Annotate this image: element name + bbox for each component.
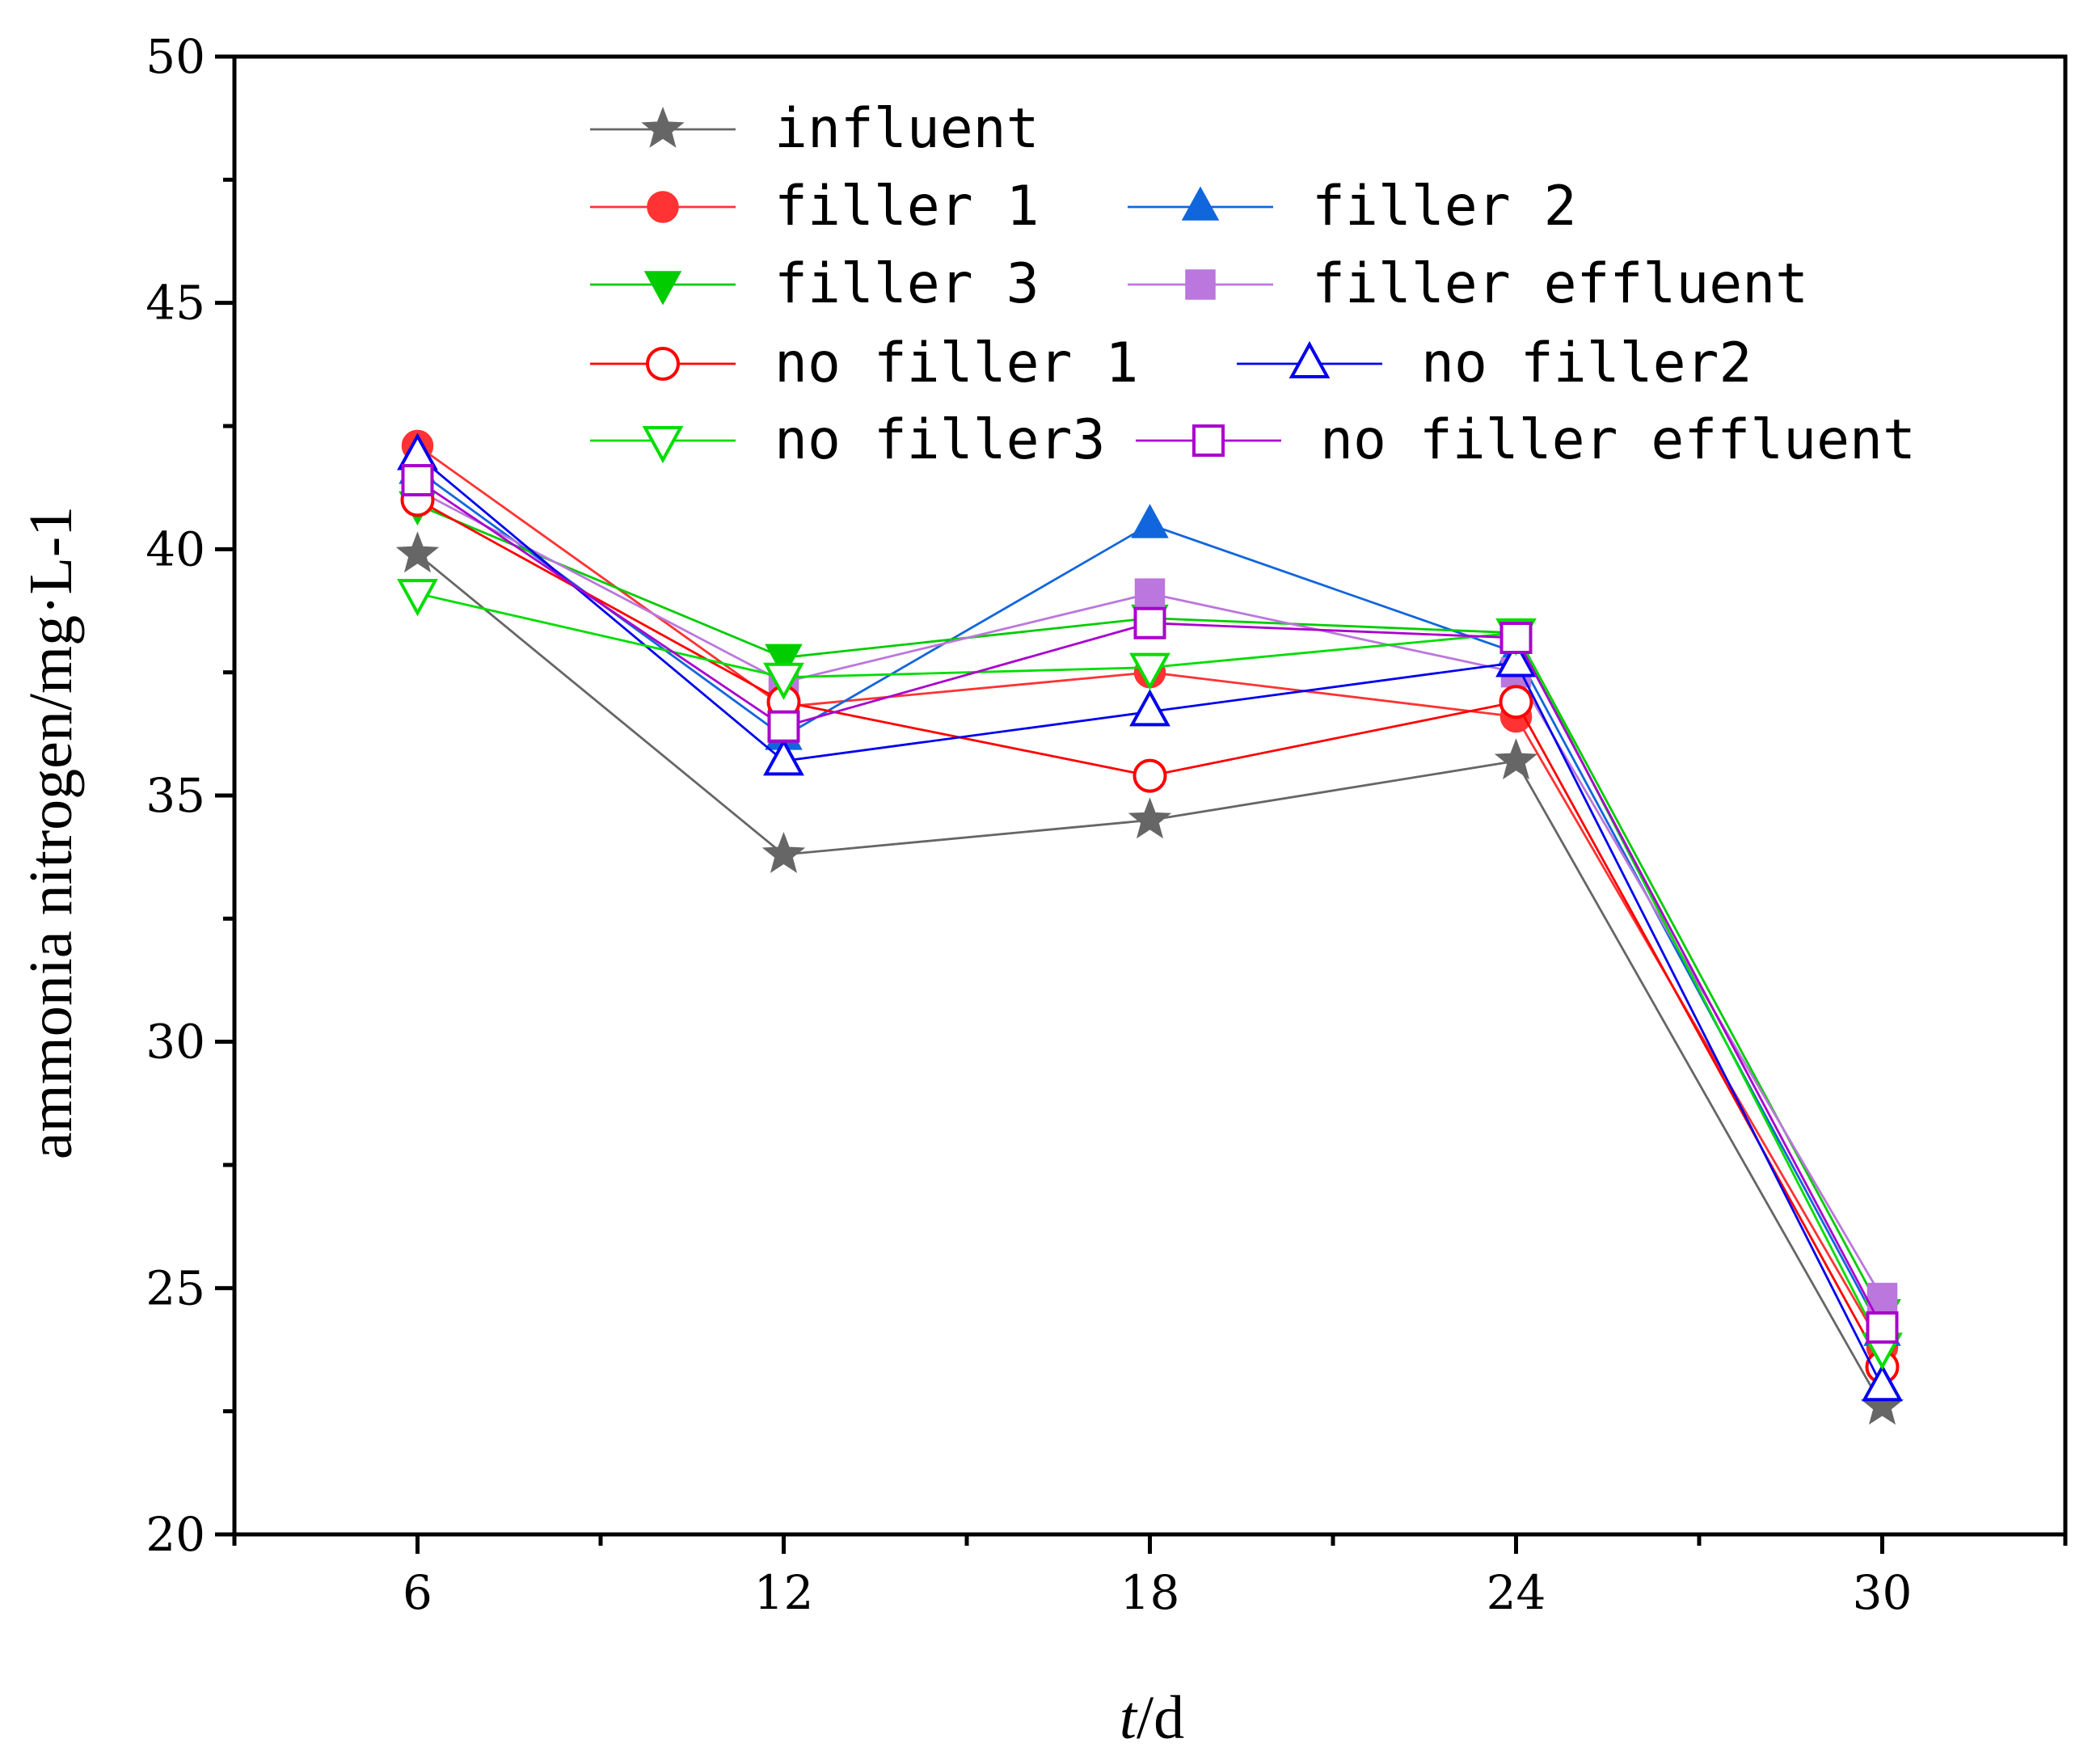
data-point bbox=[765, 644, 803, 678]
legend-label: filler 2 bbox=[1312, 175, 1577, 238]
x-axis-title-unit: /d bbox=[1137, 1684, 1184, 1752]
x-tick-label: 24 bbox=[1487, 1565, 1546, 1620]
legend-item: no filler effluent bbox=[1136, 408, 1916, 472]
series-filler-1 bbox=[401, 429, 1899, 1364]
y-tick-label: 25 bbox=[146, 1260, 205, 1315]
data-point bbox=[1131, 504, 1169, 538]
y-axis-title: ammonia nitrogen/mg·L-1 bbox=[17, 506, 85, 1159]
legend-marker bbox=[643, 271, 682, 306]
legend-label: no filler2 bbox=[1421, 331, 1752, 395]
series-no-filler2 bbox=[397, 433, 1903, 1402]
legend-item: filler 1 bbox=[590, 175, 1040, 238]
data-point bbox=[763, 662, 804, 700]
legend-label: influent bbox=[774, 97, 1040, 161]
legend-marker bbox=[647, 191, 679, 223]
y-tick-label: 20 bbox=[146, 1507, 205, 1562]
data-point bbox=[1499, 685, 1533, 720]
x-axis-title: t/d bbox=[1120, 1684, 1184, 1752]
x-tick-label: 30 bbox=[1853, 1565, 1913, 1620]
legend-label: no filler effluent bbox=[1320, 408, 1916, 472]
y-tick-label: 40 bbox=[146, 521, 205, 576]
legend-marker bbox=[1289, 340, 1331, 378]
legend: influent filler 1 filler 2 filler 3 filler e… bbox=[590, 97, 1916, 472]
y-tick-label: 45 bbox=[146, 276, 205, 331]
legend-marker bbox=[1192, 424, 1225, 457]
data-point bbox=[1129, 689, 1170, 727]
data-point bbox=[1499, 622, 1533, 655]
y-tick-label: 50 bbox=[146, 29, 205, 84]
series-no-filler-effluent bbox=[401, 464, 1899, 1344]
legend-marker bbox=[646, 347, 680, 381]
data-point bbox=[1495, 639, 1537, 677]
data-point bbox=[767, 710, 800, 743]
data-point bbox=[1866, 1311, 1899, 1344]
legend-item: no filler2 bbox=[1237, 331, 1752, 395]
x-axis-title-italic: t bbox=[1120, 1684, 1138, 1752]
y-tick-label: 35 bbox=[146, 768, 205, 823]
data-point bbox=[1129, 652, 1170, 690]
legend-item: no filler 1 bbox=[590, 331, 1138, 395]
legend-item: filler effluent bbox=[1128, 252, 1808, 316]
data-point bbox=[395, 531, 440, 573]
data-point bbox=[1133, 606, 1166, 639]
y-tick-label: 30 bbox=[146, 1015, 205, 1070]
x-tick-label: 6 bbox=[403, 1565, 432, 1620]
data-point bbox=[1494, 738, 1538, 780]
legend-label: no filler 1 bbox=[774, 331, 1138, 395]
legend-marker bbox=[1185, 269, 1216, 300]
data-point bbox=[1132, 758, 1167, 793]
x-tick-label: 12 bbox=[754, 1565, 814, 1620]
legend-label: no filler3 bbox=[774, 408, 1105, 472]
data-point bbox=[397, 579, 438, 617]
data-point bbox=[761, 831, 806, 873]
legend-item: no filler3 bbox=[590, 408, 1105, 472]
data-point bbox=[401, 464, 434, 497]
legend-item: filler 3 bbox=[590, 252, 1040, 316]
legend-item: influent bbox=[590, 97, 1040, 161]
data-point bbox=[1134, 578, 1166, 609]
legend-label: filler 3 bbox=[774, 252, 1040, 316]
series-group bbox=[395, 429, 1904, 1425]
legend-marker bbox=[1181, 186, 1220, 221]
series-filler-effluent bbox=[402, 475, 1898, 1314]
data-point bbox=[763, 738, 804, 776]
x-tick-label: 18 bbox=[1120, 1565, 1180, 1620]
legend-marker bbox=[641, 106, 685, 148]
legend-marker bbox=[642, 426, 684, 464]
data-point bbox=[1128, 797, 1172, 839]
legend-label: filler effluent bbox=[1312, 252, 1808, 316]
legend-label: filler 1 bbox=[774, 175, 1040, 238]
data-point bbox=[1862, 1364, 1903, 1402]
legend-item: filler 2 bbox=[1128, 175, 1577, 238]
axes: 20 25 30 35 40 45 50 6 12 18 24 30 bbox=[146, 29, 2068, 1620]
